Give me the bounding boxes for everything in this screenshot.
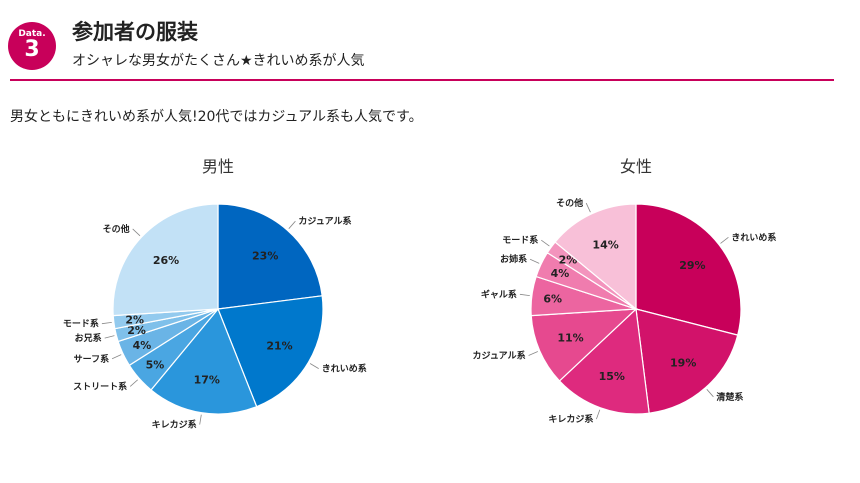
leader-line-female-1 (706, 389, 714, 398)
leader-line-male-3 (129, 379, 138, 387)
leader-line-male-5 (104, 335, 115, 339)
pie-value-label-female-0: 29% (679, 259, 705, 272)
pie-value-label-female-2: 15% (599, 370, 625, 383)
category-label-female-1: 清楚系 (716, 391, 743, 403)
pie-slice-male-0 (217, 203, 323, 310)
leader-line-male-2 (199, 414, 202, 425)
category-label-female-2: キレカジ系 (548, 413, 593, 425)
category-label-male-2: キレカジ系 (152, 419, 197, 431)
leader-line-male-0 (288, 220, 296, 229)
pie-slice-male-7 (112, 203, 219, 317)
category-label-female-5: お姉系 (500, 253, 527, 265)
pie-value-label-male-6: 2% (125, 314, 144, 327)
category-label-female-4: ギャル系 (481, 288, 517, 300)
leader-line-female-6 (541, 239, 550, 247)
pie-value-label-male-2: 17% (194, 374, 220, 387)
pie-value-label-female-4: 6% (543, 293, 562, 306)
leader-line-male-7 (132, 228, 141, 237)
chart-title-male: 男性 (202, 157, 234, 176)
pie-chart-male: 男性 23% カジュアル系 21% きれいめ系 17% キレカジ系 5% ストリート系 4% サーフ… (63, 157, 367, 431)
pie-value-label-female-1: 19% (670, 357, 696, 370)
leader-line-male-6 (101, 322, 112, 325)
category-label-male-6: モード系 (63, 318, 99, 330)
leader-line-female-4 (519, 293, 530, 296)
pie-slice-female-2 (558, 307, 650, 415)
category-label-female-6: モード系 (502, 234, 538, 246)
data-badge: Data. 3 (8, 22, 56, 70)
badge-number: 3 (24, 37, 40, 62)
pie-slice-female-7 (554, 203, 637, 311)
category-label-male-5: お兄系 (75, 332, 102, 344)
category-label-male-7: その他 (103, 223, 130, 235)
leader-line-female-0 (720, 236, 729, 244)
pie-slice-female-3 (530, 308, 638, 382)
leader-line-female-7 (585, 202, 591, 213)
category-label-male-1: きれいめ系 (322, 363, 367, 375)
pie-value-label-male-4: 4% (133, 339, 152, 352)
category-label-male-3: ストリート系 (73, 380, 127, 392)
summary-text: 男女ともにきれいめ系が人気!20代ではカジュアル系も人気です。 (10, 109, 423, 125)
pie-chart-female: 女性 29% きれいめ系 19% 清楚系 15% キレカジ系 11% カジュアル系 6% ギャル系 4… (472, 157, 776, 425)
chart-title-female: 女性 (620, 157, 652, 176)
pie-slice-female-0 (635, 203, 742, 336)
page-header: Data. 3 参加者の服装 オシャレな男女がたくさん★きれいめ系が人気 (0, 0, 860, 81)
category-label-male-0: カジュアル系 (298, 215, 351, 227)
pie-value-label-male-1: 21% (266, 339, 292, 352)
pie-slice-male-2 (150, 307, 258, 415)
category-label-female-3: カジュアル系 (472, 350, 525, 362)
category-label-female-7: その他 (556, 197, 583, 209)
pie-slice-male-1 (217, 295, 324, 408)
pie-value-label-male-3: 5% (146, 359, 165, 372)
leader-line-female-5 (529, 258, 540, 264)
header-divider (10, 79, 834, 81)
page-title: 参加者の服装 (72, 20, 198, 44)
pie-slice-female-1 (635, 308, 739, 414)
pie-value-label-female-5: 4% (551, 267, 570, 280)
leader-line-female-2 (596, 409, 601, 420)
pie-value-label-male-5: 2% (127, 324, 146, 337)
category-label-male-4: サーフ系 (74, 353, 109, 365)
badge-label: Data. (18, 29, 46, 39)
pie-value-label-male-7: 26% (153, 254, 179, 267)
leader-line-male-1 (309, 363, 319, 369)
pie-value-label-female-7: 14% (592, 238, 618, 251)
pie-value-label-female-3: 11% (557, 331, 583, 344)
pie-value-label-male-0: 23% (252, 249, 278, 262)
page-subtitle: オシャレな男女がたくさん★きれいめ系が人気 (72, 53, 365, 69)
leader-line-female-3 (528, 351, 538, 356)
category-label-female-0: きれいめ系 (731, 231, 776, 243)
leader-line-male-4 (111, 354, 122, 360)
